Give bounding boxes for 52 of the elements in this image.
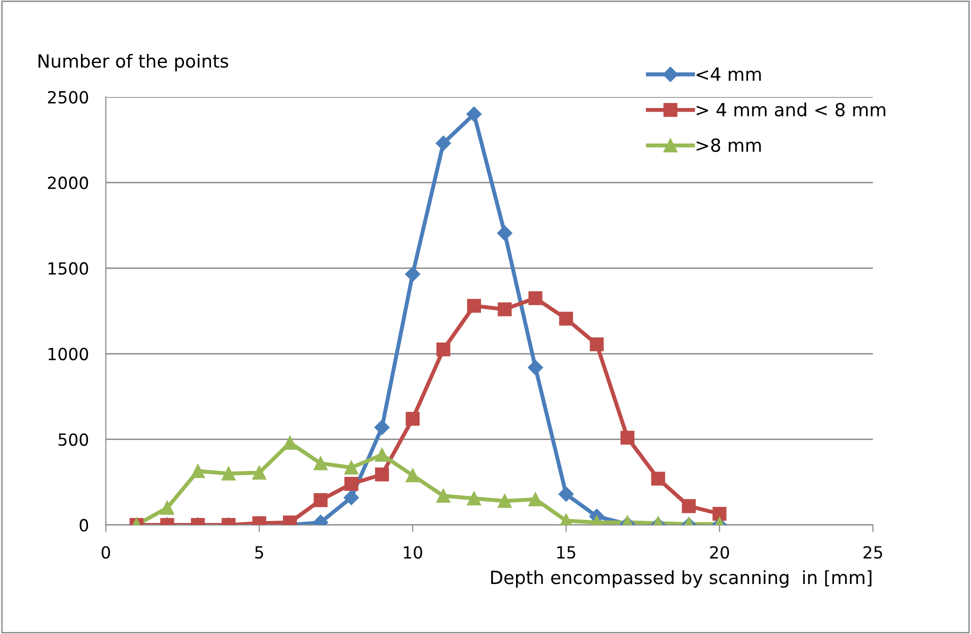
x-tick-label: 20 xyxy=(710,546,730,559)
point xyxy=(222,466,236,481)
point xyxy=(344,476,358,491)
point xyxy=(436,488,450,503)
point xyxy=(344,460,358,475)
point xyxy=(712,506,726,521)
point xyxy=(190,464,205,478)
point xyxy=(405,266,420,282)
y-tick-label: 2000 xyxy=(48,176,88,190)
x-tick-label: 15 xyxy=(557,546,576,559)
point xyxy=(651,472,666,486)
point xyxy=(467,491,481,506)
point xyxy=(528,492,542,506)
x-tick-label: 5 xyxy=(255,546,264,559)
point xyxy=(466,106,482,122)
legend-label: > 4 mm and < 8 mm xyxy=(696,102,886,116)
point xyxy=(406,468,420,482)
point xyxy=(314,456,328,470)
y-tick-label: 0 xyxy=(80,518,88,532)
point xyxy=(558,486,574,502)
point xyxy=(282,436,297,450)
point xyxy=(374,420,390,435)
legend-label: <4 mm xyxy=(696,68,761,81)
point xyxy=(160,500,174,515)
point xyxy=(406,412,420,426)
x-axis-title: Depth encompassed by scanning in [mm] xyxy=(491,570,872,588)
point xyxy=(620,430,634,445)
y-tick-label: 1500 xyxy=(48,262,88,275)
point xyxy=(682,499,696,514)
point xyxy=(314,493,328,508)
point xyxy=(528,291,542,306)
point xyxy=(436,136,451,151)
point xyxy=(497,226,512,241)
point xyxy=(436,342,450,356)
point xyxy=(498,494,512,508)
point xyxy=(559,312,574,326)
x-tick-label: 10 xyxy=(404,546,422,559)
y-tick-label: 2500 xyxy=(48,90,88,104)
point xyxy=(375,448,389,462)
y-tick-label: 500 xyxy=(58,433,88,446)
point xyxy=(344,490,359,506)
y-tick-label: 1000 xyxy=(48,348,88,360)
point xyxy=(467,298,481,313)
x-tick-label: 0 xyxy=(102,546,110,559)
legend-label: >8 mm xyxy=(696,138,761,152)
point xyxy=(252,466,266,480)
y-axis-title: Number of the points xyxy=(38,54,228,72)
point xyxy=(528,360,543,376)
point xyxy=(498,302,512,316)
x-tick-label: 25 xyxy=(864,546,882,559)
point xyxy=(375,468,389,482)
point xyxy=(590,337,604,352)
